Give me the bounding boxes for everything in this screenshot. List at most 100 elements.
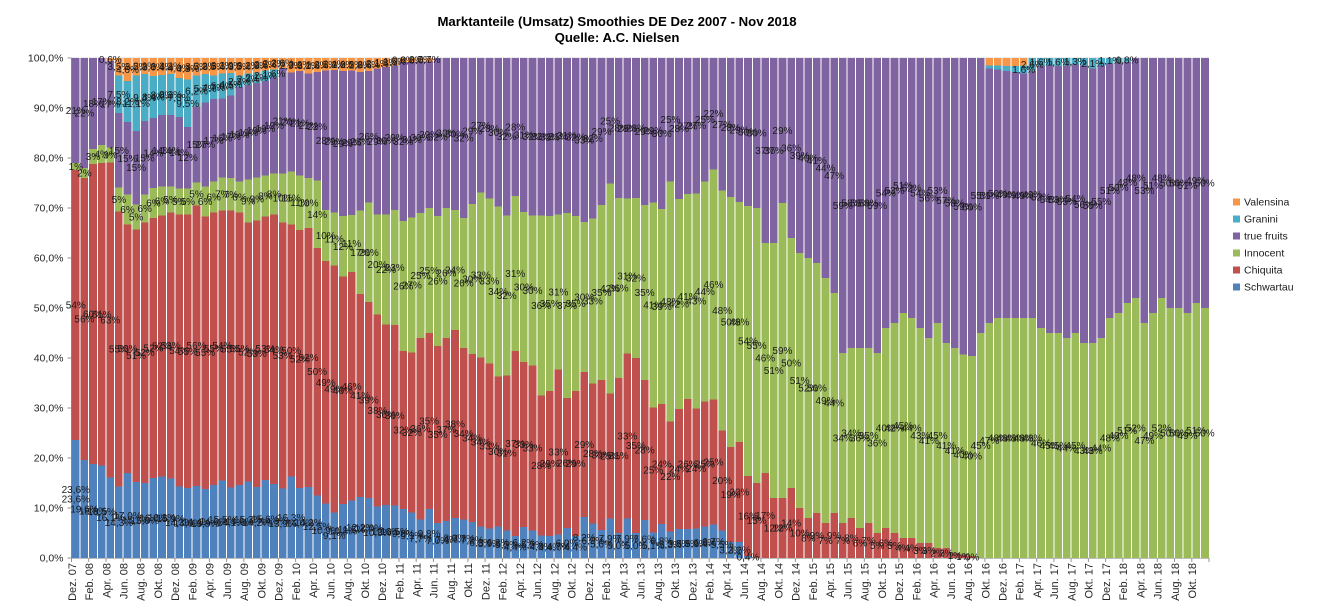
svg-text:3%: 3%: [913, 546, 928, 557]
svg-text:0,7%: 0,7%: [418, 55, 441, 66]
svg-text:33%: 33%: [548, 448, 568, 459]
svg-text:19%: 19%: [238, 128, 258, 139]
svg-text:Feb. 11: Feb. 11: [394, 563, 406, 600]
svg-text:Aug. 12: Aug. 12: [549, 563, 561, 601]
svg-text:48%: 48%: [1117, 178, 1137, 189]
svg-text:41%: 41%: [919, 436, 939, 447]
svg-text:Apr. 13: Apr. 13: [618, 563, 630, 598]
svg-text:3,1%: 3,1%: [297, 61, 320, 72]
svg-text:Jun. 18: Jun. 18: [1153, 563, 1165, 599]
svg-text:5,0%: 5,0%: [625, 541, 648, 552]
svg-text:39%: 39%: [790, 151, 810, 162]
svg-text:28%: 28%: [531, 461, 551, 472]
svg-text:0,6%: 0,6%: [99, 55, 122, 66]
svg-text:25%: 25%: [703, 458, 723, 469]
svg-text:26%: 26%: [393, 282, 413, 293]
svg-text:Feb. 17: Feb. 17: [1015, 563, 1027, 600]
svg-text:9,5%: 9,5%: [176, 99, 199, 110]
svg-text:40%: 40%: [798, 154, 818, 165]
svg-text:30%: 30%: [488, 447, 508, 458]
svg-text:15%: 15%: [117, 154, 137, 165]
svg-text:6,2%: 6,2%: [185, 87, 208, 98]
svg-text:1,6%: 1,6%: [263, 69, 286, 80]
svg-text:26%: 26%: [428, 277, 448, 288]
svg-text:32%: 32%: [402, 428, 422, 439]
svg-text:2,8%: 2,8%: [306, 61, 329, 72]
svg-text:1,6%: 1,6%: [1012, 65, 1035, 76]
svg-text:2,6%: 2,6%: [357, 60, 380, 71]
svg-text:46%: 46%: [755, 354, 775, 365]
svg-text:7%: 7%: [818, 536, 833, 547]
svg-text:17%: 17%: [92, 97, 112, 108]
svg-text:12,2%: 12,2%: [346, 523, 374, 534]
svg-text:36%: 36%: [385, 411, 405, 422]
svg-text:36%: 36%: [410, 424, 430, 435]
svg-text:2%: 2%: [930, 549, 945, 560]
svg-text:24%: 24%: [445, 266, 465, 277]
svg-text:3,1%: 3,1%: [237, 61, 260, 72]
svg-text:47%: 47%: [824, 171, 844, 182]
svg-text:21%: 21%: [273, 116, 293, 127]
svg-text:40%: 40%: [876, 424, 896, 435]
svg-text:Aug. 18: Aug. 18: [1170, 563, 1182, 601]
svg-text:59%: 59%: [772, 346, 792, 357]
svg-text:44%: 44%: [695, 287, 715, 298]
svg-text:35%: 35%: [419, 417, 439, 428]
svg-text:23%: 23%: [385, 263, 405, 274]
svg-text:0,8%: 0,8%: [392, 56, 415, 67]
svg-text:35%: 35%: [540, 299, 560, 310]
svg-text:40%: 40%: [962, 452, 982, 463]
svg-text:14,0%: 14,0%: [286, 519, 314, 530]
svg-text:31%: 31%: [609, 451, 629, 462]
svg-text:55%: 55%: [971, 191, 991, 202]
svg-text:28%: 28%: [635, 446, 655, 457]
svg-text:43%: 43%: [1074, 446, 1094, 457]
svg-text:13,9%: 13,9%: [268, 519, 296, 530]
svg-text:22%: 22%: [660, 472, 680, 483]
svg-text:29%: 29%: [574, 440, 594, 451]
svg-text:25%: 25%: [643, 466, 663, 477]
svg-text:42%: 42%: [884, 424, 904, 435]
svg-text:29%: 29%: [419, 130, 439, 141]
svg-text:22%: 22%: [74, 109, 94, 120]
svg-text:6,3%: 6,3%: [469, 538, 492, 549]
svg-text:5,0%: 5,0%: [607, 541, 630, 552]
svg-text:39%: 39%: [652, 302, 672, 313]
svg-text:3,2%: 3,2%: [719, 546, 742, 557]
svg-text:45%: 45%: [1065, 441, 1085, 452]
svg-text:1,6%: 1,6%: [1030, 58, 1053, 69]
svg-text:25%: 25%: [695, 115, 715, 126]
svg-text:47%: 47%: [1134, 436, 1154, 447]
svg-text:46%: 46%: [342, 382, 362, 393]
svg-text:56%: 56%: [1074, 200, 1094, 211]
svg-text:61%: 61%: [92, 310, 112, 321]
svg-text:43%: 43%: [686, 297, 706, 308]
svg-text:29%: 29%: [333, 139, 353, 150]
svg-text:6,2%: 6,2%: [513, 538, 536, 549]
svg-text:5%: 5%: [887, 541, 902, 552]
svg-text:2,6%: 2,6%: [289, 60, 312, 71]
svg-text:51%: 51%: [979, 191, 999, 202]
svg-text:31%: 31%: [557, 131, 577, 142]
svg-text:3,2%: 3,2%: [133, 62, 156, 73]
svg-text:Okt. 12: Okt. 12: [567, 563, 579, 598]
svg-text:100,0%: 100,0%: [28, 53, 64, 65]
svg-text:5%: 5%: [870, 541, 885, 552]
svg-text:2%: 2%: [939, 549, 954, 560]
svg-text:18,8%: 18,8%: [79, 507, 107, 518]
svg-text:Apr. 15: Apr. 15: [825, 563, 837, 598]
svg-text:16,3%: 16,3%: [277, 513, 305, 524]
svg-text:8%: 8%: [801, 534, 816, 545]
svg-text:11,1%: 11,1%: [122, 99, 150, 110]
svg-text:41%: 41%: [678, 292, 698, 303]
svg-text:45%: 45%: [971, 441, 991, 452]
svg-text:48%: 48%: [988, 434, 1008, 445]
svg-text:49%: 49%: [1186, 176, 1206, 187]
svg-text:44%: 44%: [902, 424, 922, 435]
svg-text:34%: 34%: [833, 434, 853, 445]
svg-text:3,2%: 3,2%: [159, 62, 182, 73]
svg-text:4,4%: 4,4%: [564, 543, 587, 554]
svg-text:7,6%: 7,6%: [633, 535, 656, 546]
svg-text:42%: 42%: [600, 284, 620, 295]
svg-text:Okt. 13: Okt. 13: [670, 563, 682, 598]
